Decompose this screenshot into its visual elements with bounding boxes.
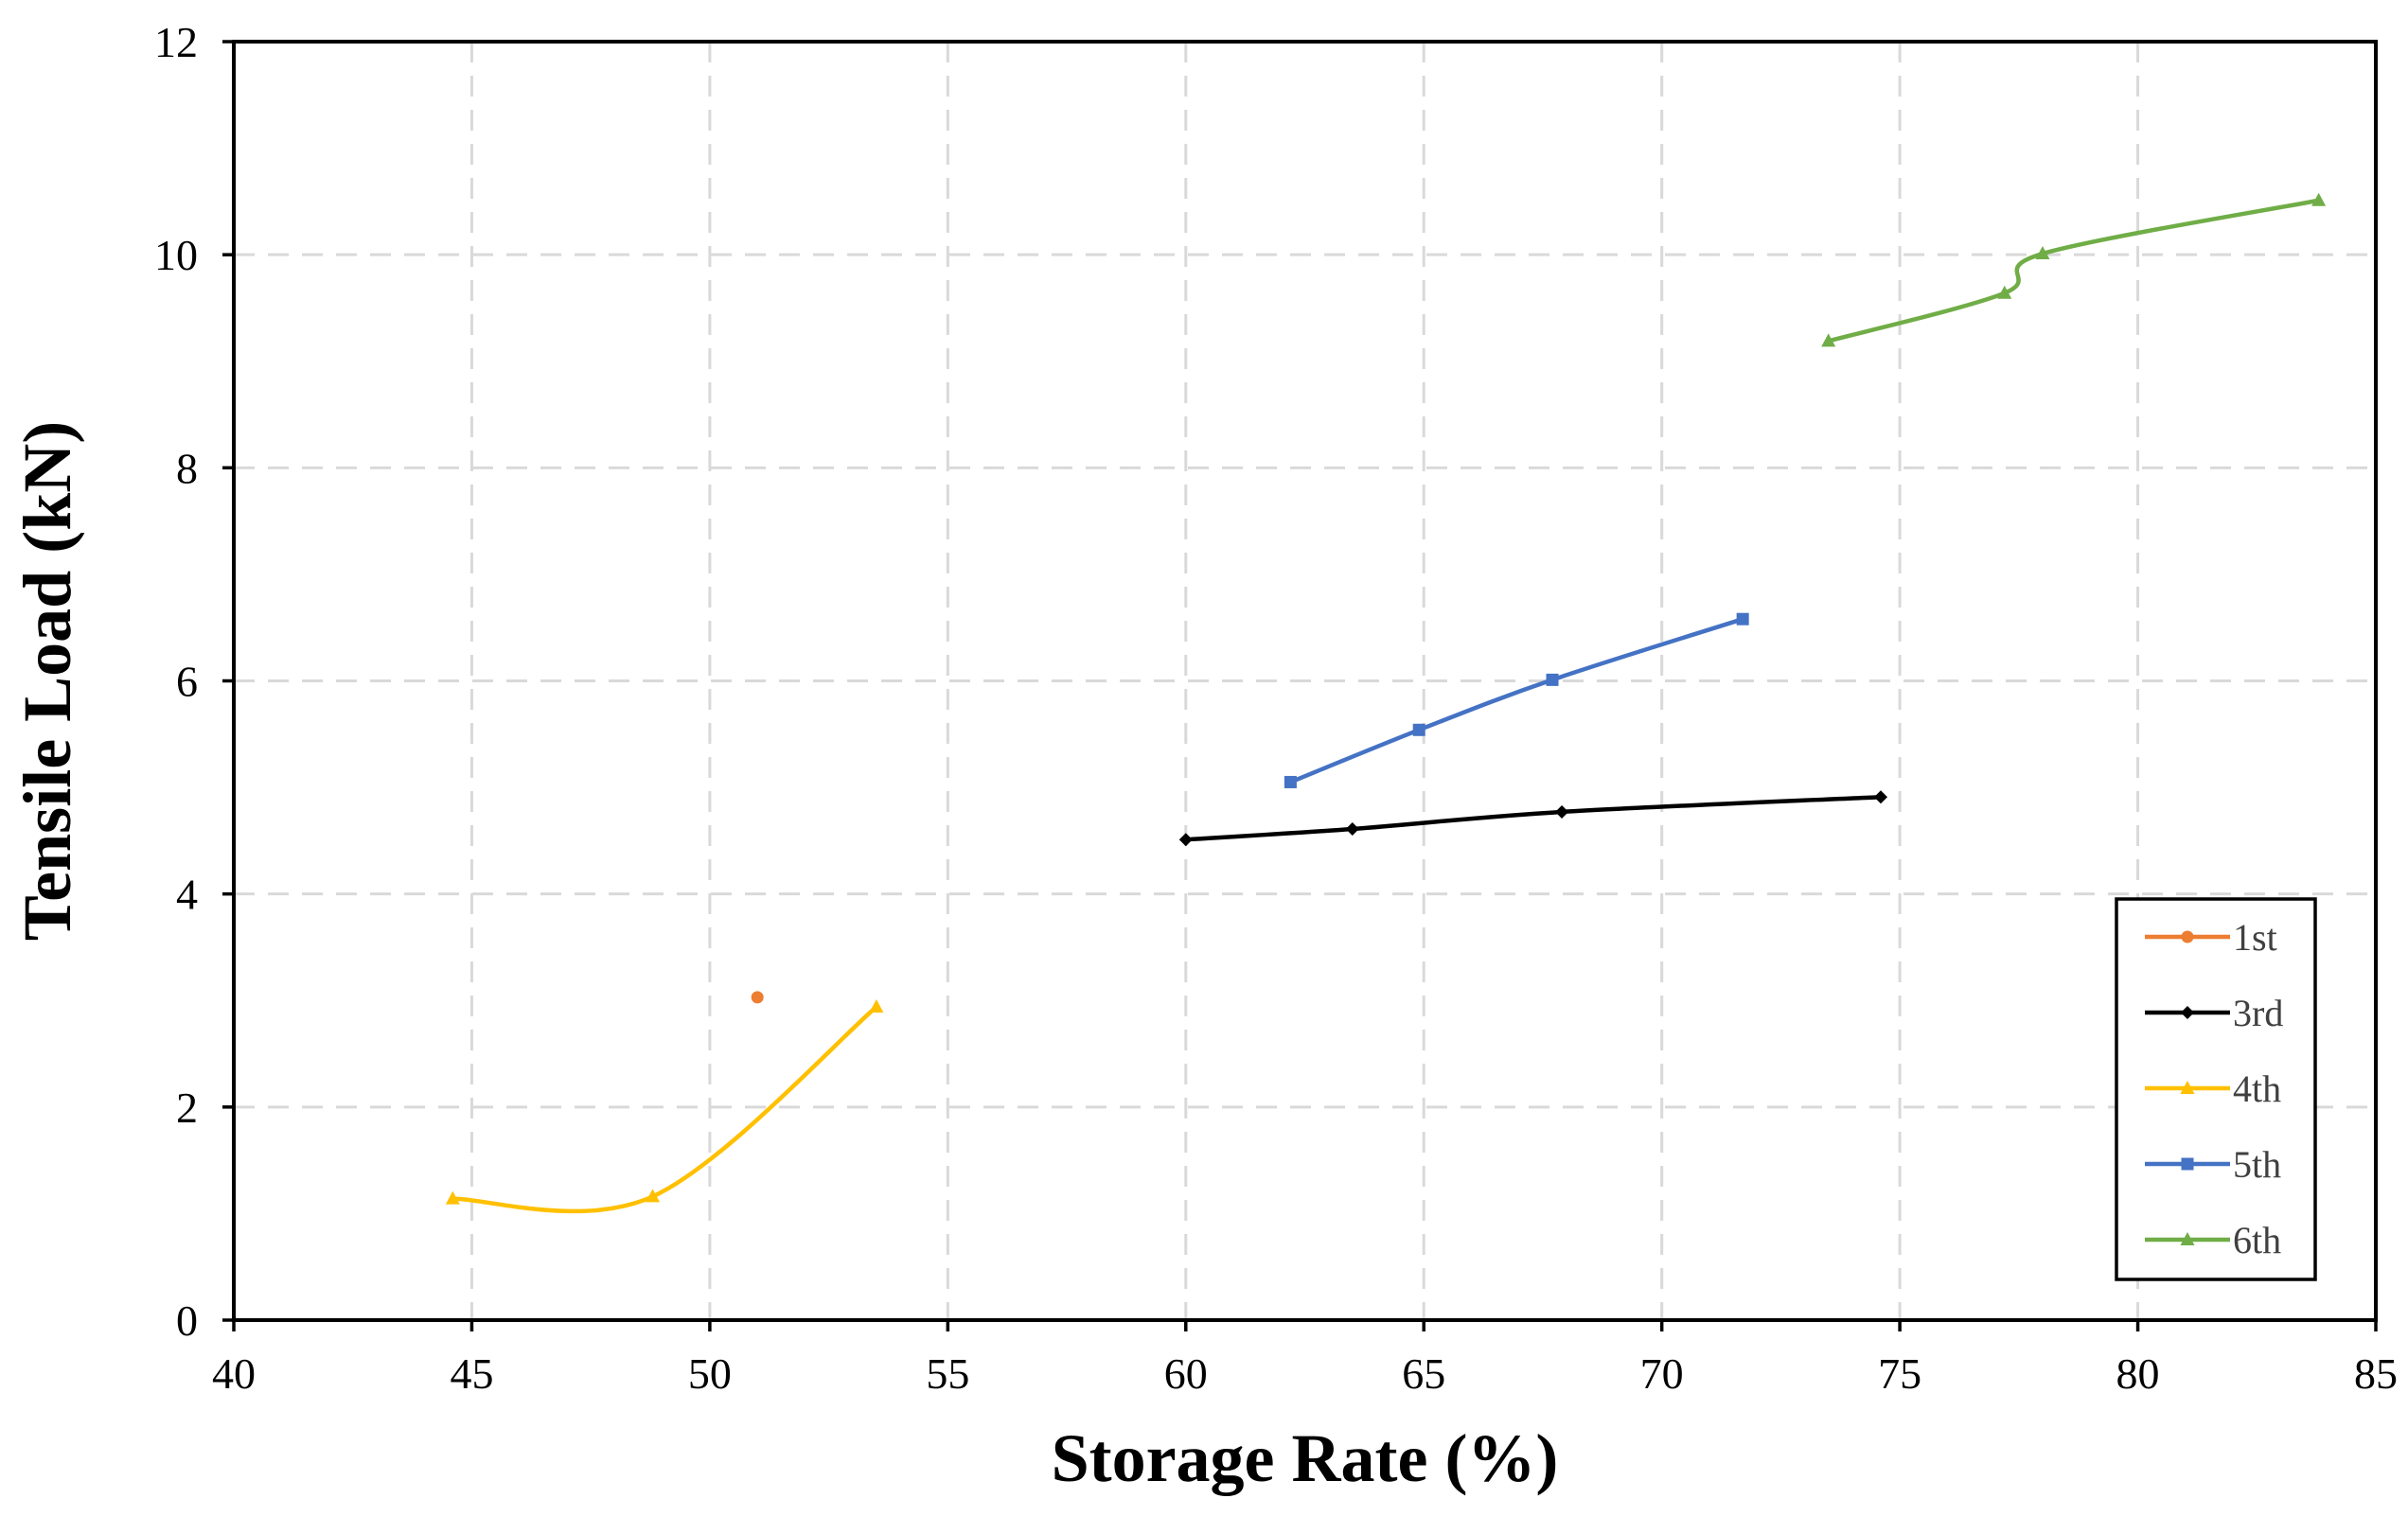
data-point-3rd (1178, 833, 1193, 847)
data-point-6th (2035, 246, 2050, 260)
y-tick-label: 0 (176, 1296, 198, 1345)
legend-swatch-marker (2180, 1081, 2195, 1094)
legend-item-5th: 5th (2145, 1143, 2281, 1186)
x-tick-label: 60 (1164, 1349, 1208, 1398)
data-point-3rd (1873, 790, 1887, 804)
x-tick-label: 50 (688, 1349, 732, 1398)
y-tick-label: 2 (176, 1084, 198, 1132)
legend-label: 3rd (2233, 992, 2283, 1034)
grid-lines (234, 42, 2376, 1320)
x-tick-label: 80 (2116, 1349, 2160, 1398)
legend-swatch-marker (2181, 1157, 2194, 1171)
data-point-6th (1821, 333, 1836, 347)
x-tick-label: 75 (1878, 1349, 1921, 1398)
legend-item-1st: 1st (2145, 916, 2277, 959)
x-axis-title: Storage Rate (%) (1052, 1420, 1559, 1496)
x-tick-label: 40 (212, 1349, 256, 1398)
x-tick-label: 55 (926, 1349, 969, 1398)
legend-items: 1st 3rd 4th 5th 6th (2145, 916, 2283, 1261)
x-tick-label: 85 (2354, 1349, 2398, 1398)
legend-label: 4th (2233, 1067, 2281, 1110)
axis-ticks: 40 45 50 55 60 65 70 75 80 85 0 2 4 6 8 10 12 (154, 18, 2398, 1398)
data-point-1st (751, 991, 764, 1004)
series-layer (445, 192, 2327, 1214)
series-5th (1284, 612, 1749, 788)
legend-item-4th: 4th (2145, 1067, 2281, 1110)
series-line-6th (1826, 198, 2321, 344)
y-tick-label: 8 (176, 444, 198, 492)
x-tick-label: 45 (450, 1349, 493, 1398)
data-point-5th (1284, 775, 1297, 788)
legend-swatch-marker (2181, 930, 2194, 943)
data-point-5th (1546, 673, 1559, 686)
series-line-5th (1288, 616, 1745, 784)
data-point-6th (1997, 285, 2012, 299)
legend: 1st 3rd 4th 5th 6th (2115, 897, 2317, 1281)
y-tick-label: 6 (176, 658, 198, 706)
series-line-3rd (1183, 794, 1884, 842)
data-point-3rd (1345, 821, 1359, 836)
data-point-4th (646, 1189, 661, 1203)
legend-swatch-marker (2181, 1006, 2194, 1019)
series-3rd (1178, 790, 1887, 847)
x-tick-label: 65 (1402, 1349, 1445, 1398)
legend-label: 1st (2233, 916, 2277, 959)
data-point-6th (2311, 192, 2327, 206)
data-point-4th (869, 999, 884, 1014)
data-point-5th (1412, 723, 1425, 736)
legend-label: 6th (2233, 1219, 2281, 1261)
series-6th (1821, 192, 2327, 347)
series-line-4th (451, 1004, 879, 1214)
legend-item-3rd: 3rd (2145, 992, 2283, 1034)
data-point-4th (445, 1190, 460, 1205)
y-tick-label: 10 (154, 231, 198, 279)
legend-label: 5th (2233, 1143, 2281, 1186)
series-4th (445, 999, 884, 1214)
series-1st (751, 991, 764, 1004)
y-axis-title: Tensile Load (kN) (9, 421, 85, 941)
data-point-3rd (1555, 804, 1569, 819)
data-point-5th (1736, 612, 1749, 626)
y-tick-label: 4 (176, 871, 198, 919)
legend-item-6th: 6th (2145, 1219, 2281, 1261)
x-tick-label: 70 (1640, 1349, 1684, 1398)
y-tick-label: 12 (154, 18, 198, 66)
legend-swatch-marker (2180, 1232, 2195, 1245)
